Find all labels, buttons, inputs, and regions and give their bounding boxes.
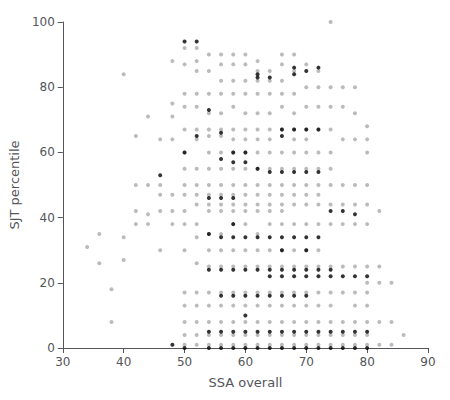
svg-text:100: 100 (32, 15, 55, 29)
svg-text:40: 40 (116, 355, 131, 369)
svg-text:80: 80 (40, 80, 55, 94)
svg-text:90: 90 (420, 355, 435, 369)
svg-text:60: 60 (40, 145, 55, 159)
svg-text:30: 30 (55, 355, 70, 369)
svg-text:SSA overall: SSA overall (208, 375, 282, 390)
svg-text:SJT percentile: SJT percentile (7, 140, 22, 229)
svg-text:20: 20 (40, 276, 55, 290)
svg-text:60: 60 (238, 355, 253, 369)
svg-text:80: 80 (359, 355, 374, 369)
svg-text:40: 40 (40, 211, 55, 225)
svg-text:0: 0 (47, 341, 55, 355)
svg-text:70: 70 (299, 355, 314, 369)
svg-text:50: 50 (177, 355, 192, 369)
